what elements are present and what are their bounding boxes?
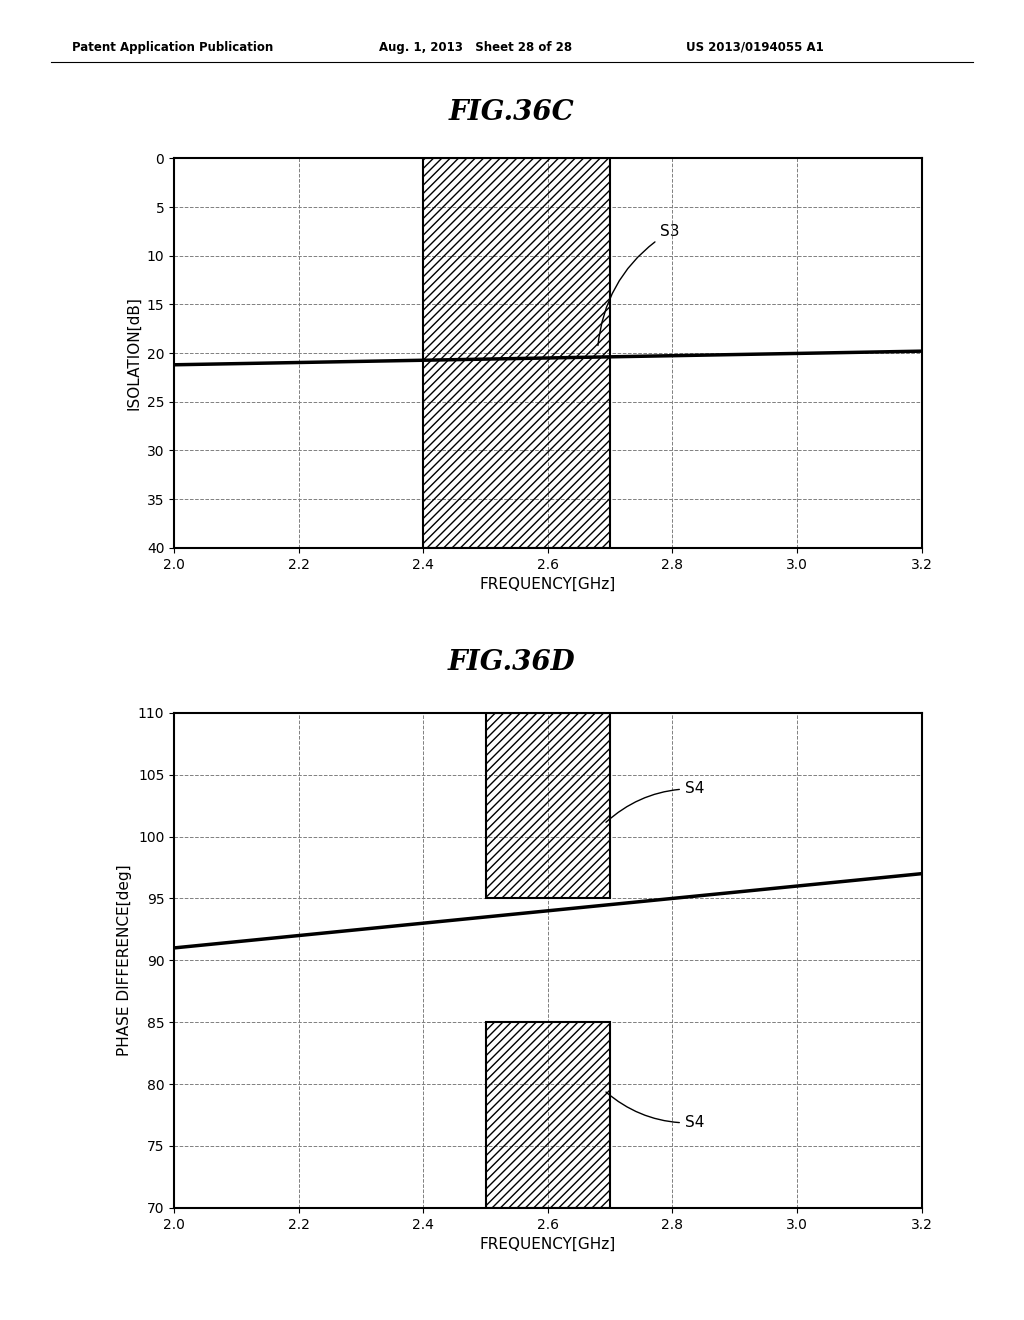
Y-axis label: PHASE DIFFERENCE[deg]: PHASE DIFFERENCE[deg] <box>118 865 132 1056</box>
X-axis label: FREQUENCY[GHz]: FREQUENCY[GHz] <box>479 1237 616 1253</box>
Text: S4: S4 <box>606 781 705 822</box>
Y-axis label: ISOLATION[dB]: ISOLATION[dB] <box>126 296 141 411</box>
Bar <box>423 158 610 548</box>
Text: FIG.36C: FIG.36C <box>450 99 574 125</box>
Text: S3: S3 <box>598 224 680 346</box>
Text: Aug. 1, 2013   Sheet 28 of 28: Aug. 1, 2013 Sheet 28 of 28 <box>379 41 572 54</box>
Text: S4: S4 <box>606 1092 705 1130</box>
Bar <box>485 713 610 899</box>
X-axis label: FREQUENCY[GHz]: FREQUENCY[GHz] <box>479 577 616 593</box>
Bar <box>485 1022 610 1208</box>
Text: US 2013/0194055 A1: US 2013/0194055 A1 <box>686 41 824 54</box>
Text: FIG.36D: FIG.36D <box>449 649 575 676</box>
Text: Patent Application Publication: Patent Application Publication <box>72 41 273 54</box>
